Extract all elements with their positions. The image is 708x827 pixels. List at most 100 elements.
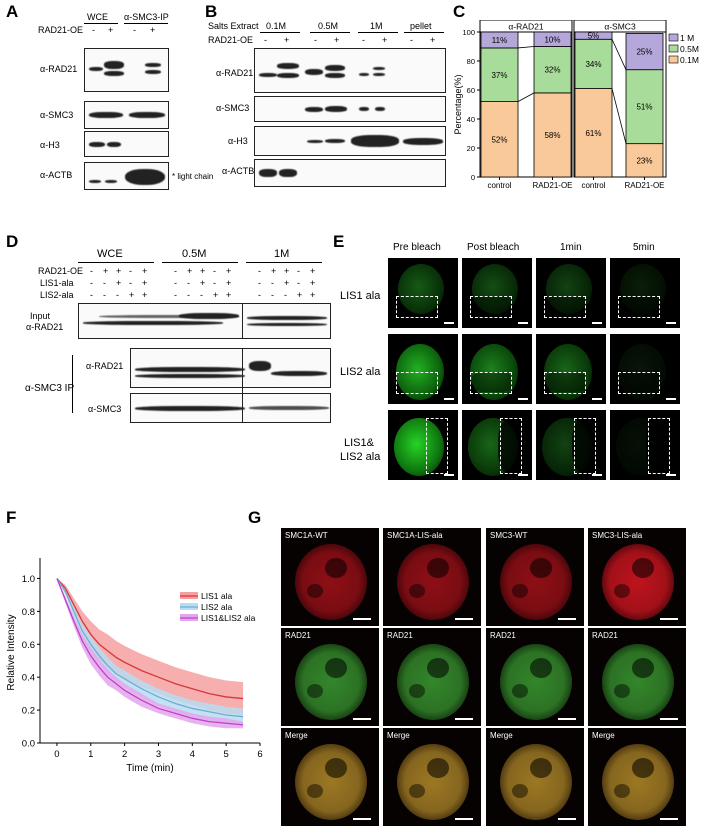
- g-rad21-label: RAD21: [387, 631, 413, 640]
- a-band: [89, 67, 103, 71]
- a-row-smc3: α-SMC3: [40, 110, 74, 120]
- d-plus: +: [226, 266, 232, 276]
- d-minus: -: [258, 290, 261, 300]
- e-image-cell: [387, 257, 459, 329]
- g-nucleolus: [530, 658, 552, 678]
- b-row-actb: α-ACTB: [222, 166, 255, 176]
- d-minus: -: [213, 266, 216, 276]
- b-blot-h3: [254, 126, 446, 156]
- c-group-title: α-SMC3: [604, 22, 636, 32]
- c-legend-label: 0.5M: [680, 44, 699, 54]
- f-legend-label: LIS1 ala: [201, 591, 232, 601]
- d-underline-wce: [78, 262, 154, 263]
- g-scale-bar: [353, 718, 371, 720]
- g-scale-bar: [558, 818, 576, 820]
- a-band: [145, 70, 161, 74]
- d-input-rad21-label: α-RAD21: [26, 322, 64, 332]
- c-ytick-label: 60: [467, 86, 475, 95]
- d-cond-rad: RAD21-OE: [38, 266, 84, 276]
- f-ytick-label: 0.8: [22, 607, 35, 618]
- a-row-actb: α-ACTB: [40, 170, 73, 180]
- g-image-cell: SMC3-WT: [485, 527, 585, 627]
- g-image-cell: Merge: [382, 727, 482, 827]
- b-row-smc3: α-SMC3: [216, 103, 250, 113]
- g-nucleolus: [530, 558, 552, 578]
- g-image-cell: Merge: [587, 727, 687, 827]
- d-underline-05: [162, 262, 238, 263]
- a-rad-label: RAD21-OE: [38, 25, 84, 35]
- d-band: [135, 367, 245, 372]
- d-minus: -: [284, 290, 287, 300]
- d-ip-label: α-SMC3 IP: [25, 383, 75, 394]
- c-category-label: control: [581, 181, 605, 190]
- e-bleach-roi: [426, 418, 448, 474]
- g-nucleolus: [614, 784, 630, 798]
- panel-letter-f: F: [6, 508, 17, 527]
- e-scale-bar: [592, 322, 602, 324]
- d-plus: +: [310, 290, 316, 300]
- b-band: [307, 140, 323, 143]
- e-scale-bar: [444, 474, 454, 476]
- b-band: [325, 139, 345, 143]
- d-blot-input: [78, 303, 331, 339]
- c-title-box-left: [479, 20, 573, 33]
- c-ytick-label: 80: [467, 57, 475, 66]
- g-image-cell: RAD21: [382, 627, 482, 727]
- g-nucleolus: [325, 558, 347, 578]
- panel-letter-a: A: [6, 2, 19, 21]
- e-bleached-region: [620, 296, 660, 316]
- b-fraction-05: 0.5M: [318, 21, 339, 31]
- g-nucleus: [602, 644, 674, 720]
- f-xtick-label: 1: [88, 749, 93, 760]
- e-image-cell: [461, 333, 533, 405]
- g-column-title: SMC1A-LIS-ala: [387, 531, 443, 540]
- a-minus-2: -: [133, 25, 136, 35]
- a-plus-2: +: [150, 25, 156, 35]
- d-minus: -: [271, 290, 274, 300]
- e-bleached-region: [498, 420, 520, 472]
- b-band: [305, 107, 323, 112]
- panel-letter-c: C: [453, 2, 466, 21]
- d-minus: -: [258, 266, 261, 276]
- g-nucleus: [500, 644, 572, 720]
- a-plus-1: +: [108, 25, 114, 35]
- f-xtick-label: 3: [156, 749, 161, 760]
- d-plus: +: [310, 266, 316, 276]
- g-scale-bar: [353, 618, 371, 620]
- a-row-rad21: α-RAD21: [40, 64, 78, 74]
- d-plus: +: [213, 290, 219, 300]
- a-ip-underline: [124, 23, 168, 24]
- panel-letter-g: G: [248, 508, 262, 527]
- e-scale-bar: [518, 398, 528, 400]
- e-col-post: Post bleach: [467, 242, 520, 253]
- b-row-h3: α-H3: [228, 136, 248, 146]
- g-column-title: SMC1A-WT: [285, 531, 328, 540]
- e-bleach-roi: [618, 372, 660, 394]
- d-ip-bracket: [72, 355, 73, 413]
- c-bar-label: 5%: [588, 32, 600, 41]
- a-band: [89, 180, 101, 183]
- c-bar-label: 23%: [636, 156, 652, 165]
- b-band: [325, 73, 345, 78]
- f-ylabel: Relative Intensity: [6, 614, 17, 690]
- f-ytick-label: 0.6: [22, 640, 35, 651]
- g-scale-bar: [353, 818, 371, 820]
- g-nucleolus: [512, 784, 528, 798]
- panel-letter-d: D: [6, 232, 19, 251]
- d-plus: +: [187, 266, 193, 276]
- d-blot-ip-rad21: [130, 348, 331, 388]
- e-bleached-region: [620, 372, 660, 392]
- d-plus: +: [142, 278, 148, 288]
- g-rad21-label: RAD21: [592, 631, 618, 640]
- e-bleach-roi: [544, 372, 586, 394]
- a-blot-actb: [84, 162, 169, 190]
- d-minus: -: [174, 290, 177, 300]
- g-image-cell: SMC1A-WT: [280, 527, 380, 627]
- e-scale-bar: [518, 474, 528, 476]
- e-nucleus: [398, 264, 444, 314]
- e-image-cell: [609, 257, 681, 329]
- f-xtick-label: 2: [122, 749, 127, 760]
- d-band: [99, 315, 239, 318]
- e-col-5min: 5min: [633, 242, 655, 253]
- b-band: [277, 63, 299, 69]
